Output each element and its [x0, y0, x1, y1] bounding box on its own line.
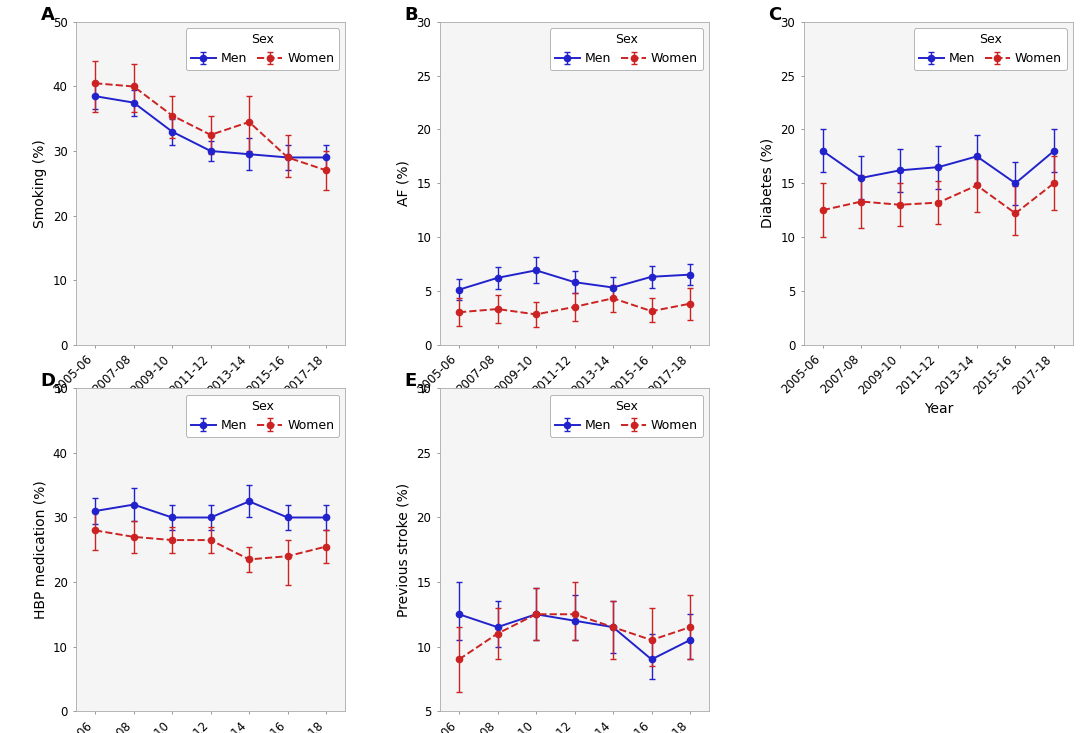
Text: E: E: [404, 372, 417, 391]
Y-axis label: Previous stroke (%): Previous stroke (%): [397, 483, 411, 616]
Text: D: D: [41, 372, 56, 391]
Text: B: B: [404, 6, 418, 24]
Text: C: C: [769, 6, 782, 24]
Legend: Men, Women: Men, Women: [550, 395, 704, 437]
Y-axis label: Smoking (%): Smoking (%): [34, 139, 47, 228]
Y-axis label: Diabetes (%): Diabetes (%): [761, 139, 775, 228]
Y-axis label: HBP medication (%): HBP medication (%): [34, 480, 47, 619]
X-axis label: Year: Year: [924, 402, 953, 416]
X-axis label: Year: Year: [196, 402, 225, 416]
Legend: Men, Women: Men, Women: [914, 29, 1067, 70]
Legend: Men, Women: Men, Women: [550, 29, 704, 70]
Y-axis label: AF (%): AF (%): [397, 161, 411, 206]
Legend: Men, Women: Men, Women: [185, 395, 339, 437]
Text: A: A: [41, 6, 54, 24]
X-axis label: Year: Year: [559, 402, 590, 416]
Legend: Men, Women: Men, Women: [185, 29, 339, 70]
